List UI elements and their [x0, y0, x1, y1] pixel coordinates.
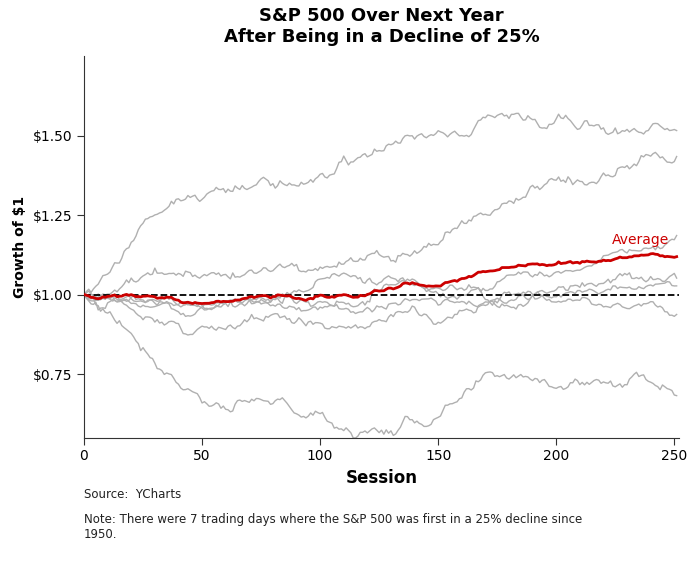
Y-axis label: Growth of $1: Growth of $1	[13, 196, 27, 298]
Text: Source:  YCharts: Source: YCharts	[84, 488, 181, 501]
X-axis label: Session: Session	[346, 469, 417, 487]
Title: S&P 500 Over Next Year
After Being in a Decline of 25%: S&P 500 Over Next Year After Being in a …	[223, 7, 540, 46]
Text: Average: Average	[612, 233, 670, 247]
Text: Note: There were 7 trading days where the S&P 500 was first in a 25% decline sin: Note: There were 7 trading days where th…	[84, 513, 582, 541]
